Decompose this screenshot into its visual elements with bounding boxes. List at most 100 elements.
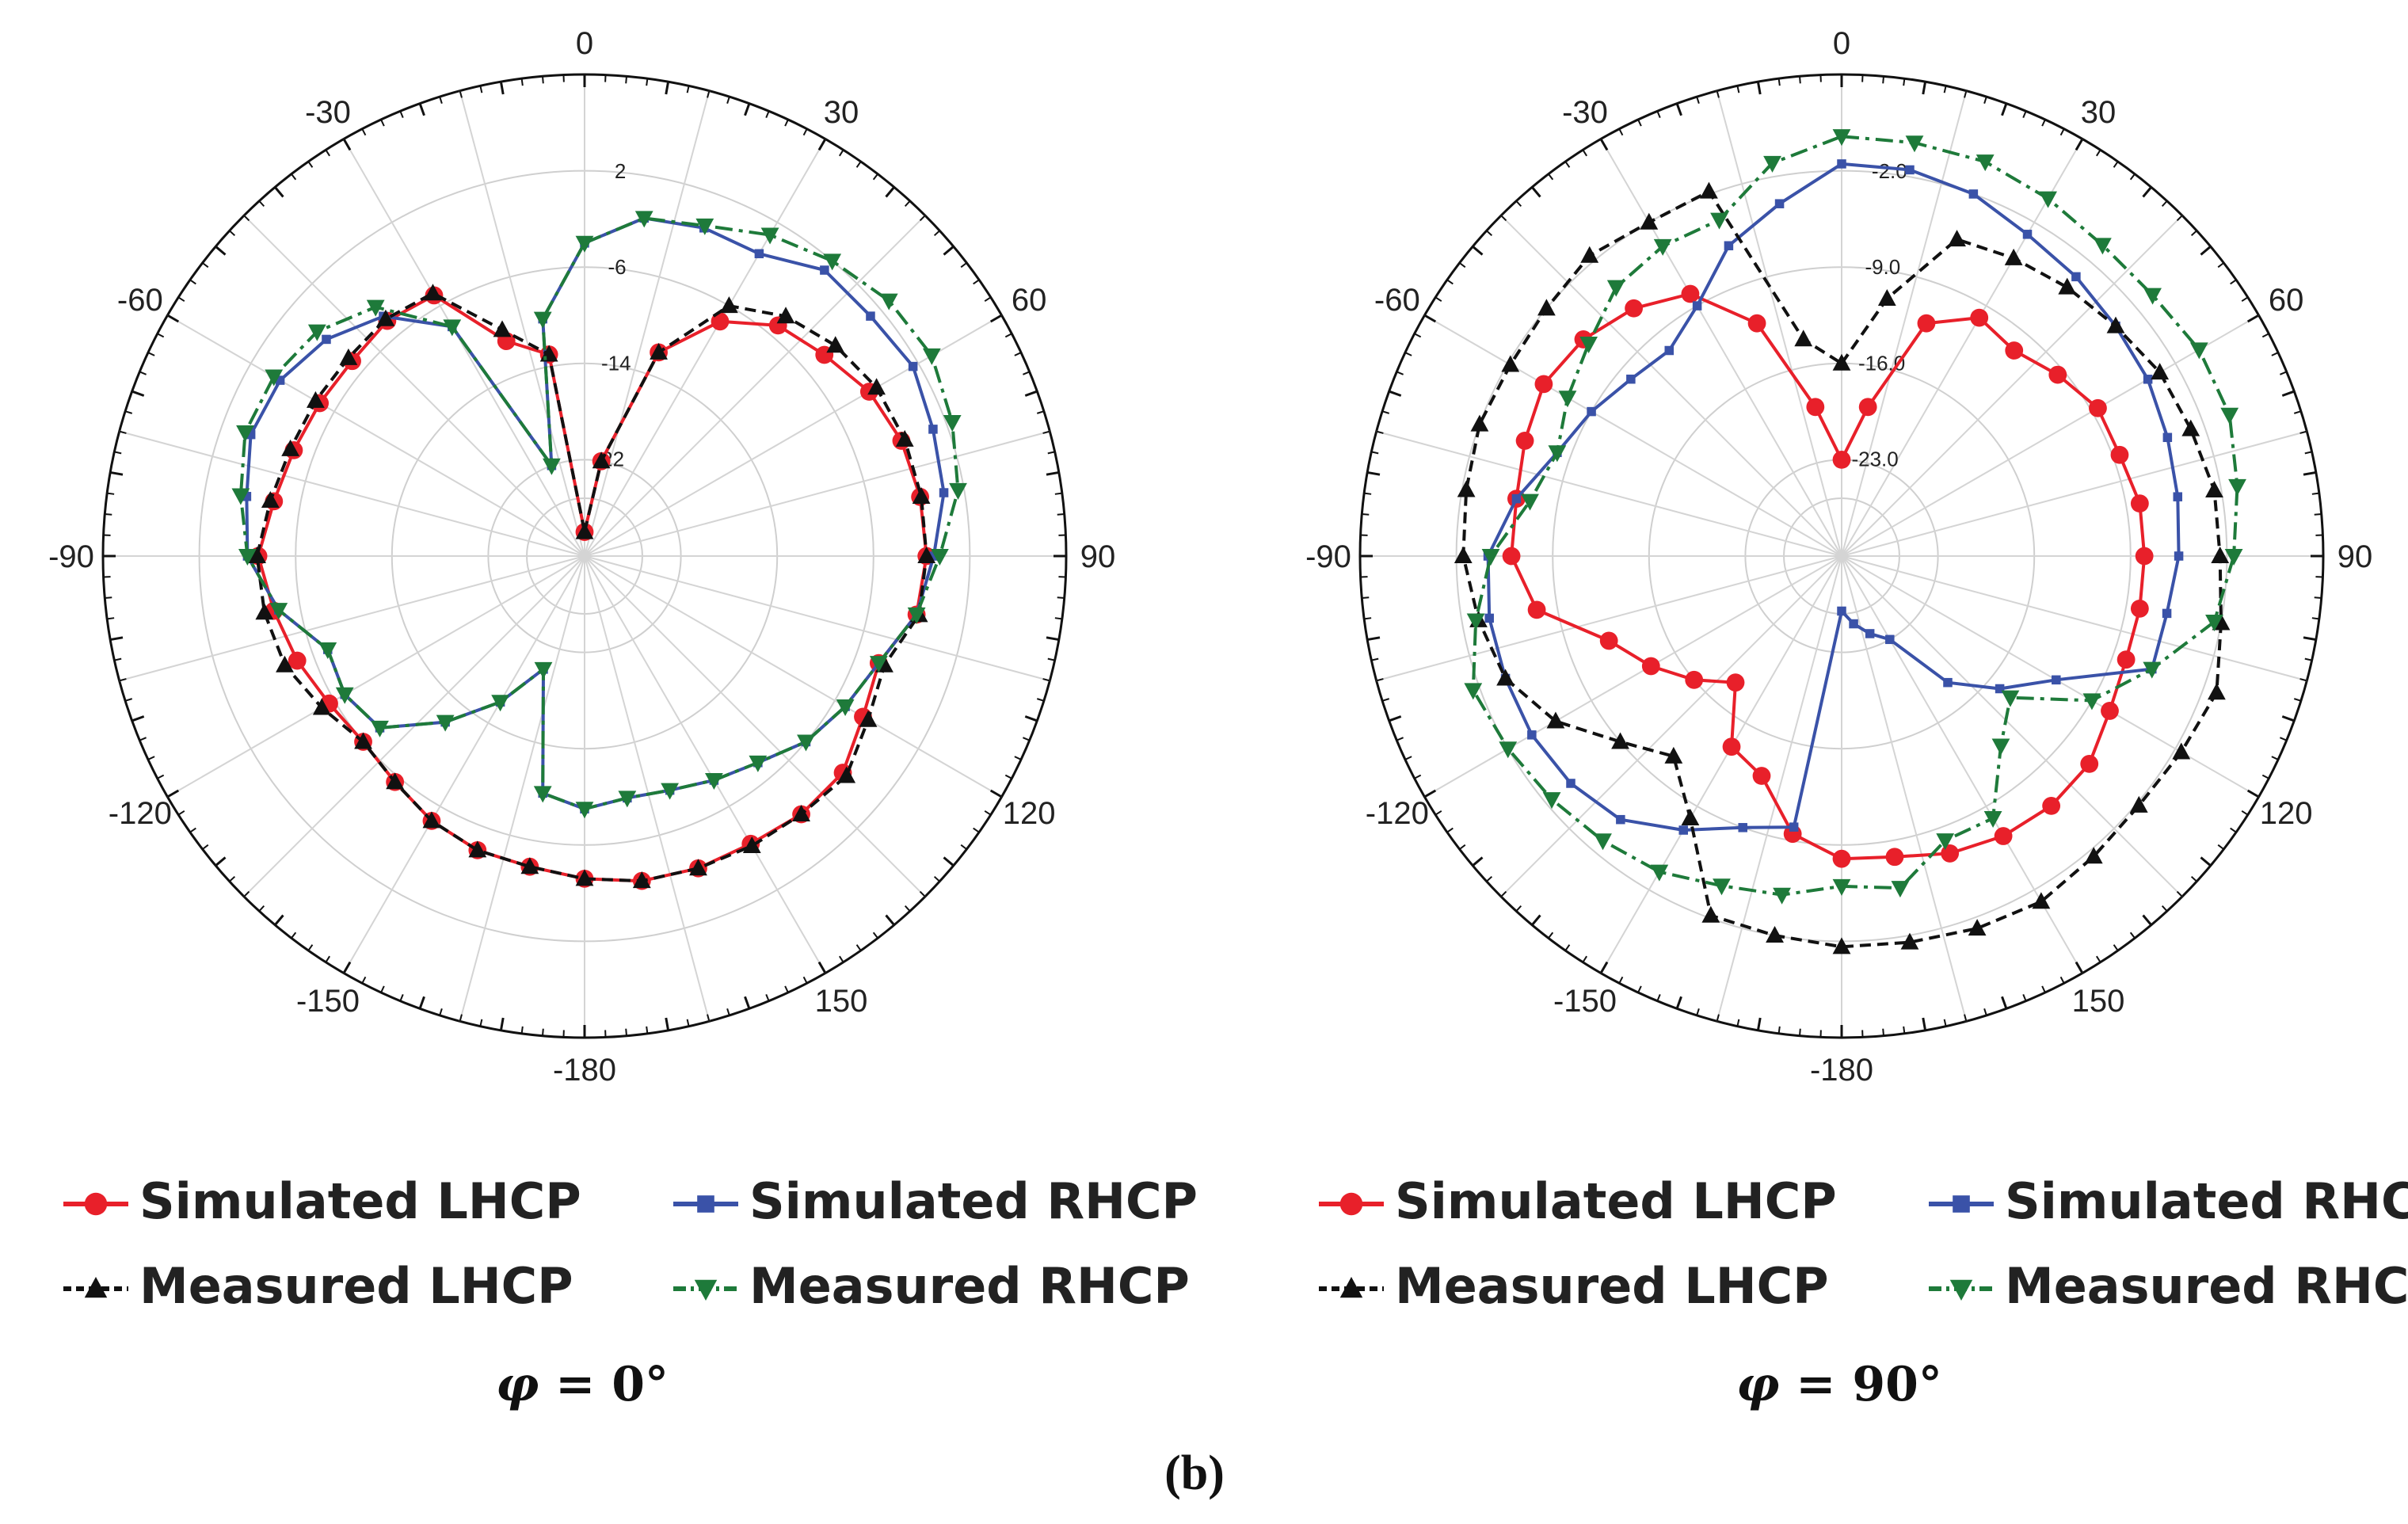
edge-tick [1756, 81, 1762, 95]
data-point [534, 661, 553, 679]
edge-tick [1036, 410, 1045, 414]
edge-tick [744, 103, 751, 116]
data-point [1837, 159, 1846, 169]
data-point [1832, 451, 1851, 469]
edge-tick [885, 914, 895, 926]
edge-tick [2304, 451, 2312, 455]
grid-spoke [1841, 430, 2307, 557]
data-point [2082, 693, 2101, 711]
legend-marker [84, 1192, 108, 1216]
edge-tick [989, 789, 1003, 798]
angle-tick-label: -120 [109, 796, 172, 831]
data-point [931, 549, 949, 566]
edge-tick [147, 352, 155, 356]
data-point [661, 783, 680, 800]
edge-tick [1366, 636, 1381, 642]
chart-title-phi-90: φ = 90° [1736, 1357, 1942, 1412]
edge-tick [1983, 96, 1987, 105]
edge-tick [1404, 352, 1412, 356]
data-point [1599, 631, 1618, 650]
data-point [533, 311, 552, 329]
edge-tick [726, 96, 730, 105]
edge-tick [2142, 914, 2152, 926]
edge-tick [1414, 774, 1422, 779]
data-point [2101, 702, 2119, 720]
edge-tick [1046, 636, 1060, 642]
data-point [1983, 810, 2002, 828]
angle-tick-label: -90 [48, 539, 94, 574]
data-point [1457, 480, 1476, 497]
data-point [1885, 634, 1895, 645]
data-point [820, 265, 829, 275]
data-point [1747, 314, 1766, 333]
edge-tick [325, 955, 331, 963]
edge-tick [855, 161, 862, 168]
data-point [1466, 613, 1485, 631]
edge-tick [726, 1008, 730, 1016]
edge-tick [418, 103, 425, 116]
angle-tick-label: -30 [305, 95, 351, 130]
grid-spoke [1841, 314, 2260, 557]
edge-tick [202, 262, 209, 269]
grid-spoke [584, 555, 1050, 682]
edge-tick [2311, 617, 2319, 620]
edge-tick [1486, 230, 1493, 237]
edge-tick [2314, 596, 2322, 599]
edge-tick [1004, 774, 1012, 779]
figure-caption: (b) [1164, 1446, 1225, 1500]
data-point [2039, 191, 2057, 208]
legend-item-meas_lhcp: Measured LHCP [63, 1257, 573, 1315]
edge-tick [686, 1019, 690, 1027]
data-point [2135, 547, 2154, 566]
data-point [575, 235, 594, 253]
edge-tick [1459, 844, 1466, 850]
edge-tick [744, 996, 751, 1009]
data-point [879, 293, 898, 311]
edge-tick [2241, 810, 2249, 816]
edge-tick [131, 715, 145, 722]
edge-tick [1696, 1008, 1700, 1016]
edge-tick [960, 262, 967, 269]
angle-tick-label: 60 [2269, 283, 2304, 318]
data-point [376, 309, 395, 326]
data-point [2058, 277, 2077, 295]
grid-spoke [584, 555, 711, 1022]
edge-tick [479, 86, 483, 93]
edge-tick [1582, 149, 1588, 157]
legend-label: Measured RHCP [749, 1257, 1190, 1315]
data-point [895, 429, 914, 447]
data-point [1806, 398, 1825, 417]
edge-tick [229, 230, 236, 237]
data-point [1534, 375, 1553, 394]
legend-item-sim_lhcp: Simulated LHCP [63, 1172, 581, 1230]
phi-symbol: φ [1736, 1357, 1779, 1412]
edge-tick [973, 827, 980, 833]
edge-tick [904, 905, 911, 912]
edge-tick [1459, 262, 1466, 269]
edge-tick [784, 985, 789, 993]
data-point [1558, 391, 1577, 408]
edge-tick [1396, 737, 1404, 741]
data-point [1773, 887, 1791, 905]
polar-chart-phi-0: 0 30 60 90 120 150 -180 -150 -120 -90 -60 -30 2 -6 -14… [48, 26, 1115, 1088]
angle-tick-label: 120 [2260, 796, 2313, 831]
data-point [1968, 919, 1987, 936]
data-point [339, 348, 358, 365]
grid-spoke [459, 90, 585, 557]
edge-tick [1435, 810, 1442, 816]
data-point [1470, 414, 1489, 432]
grid-spoke [1841, 555, 2260, 798]
chart-title-phi-0: φ = 0° [496, 1357, 669, 1412]
edge-tick [989, 314, 1003, 323]
series-line-meas_rhcp [238, 216, 960, 811]
data-point [2162, 432, 2173, 443]
phi-value: = 0° [539, 1357, 669, 1412]
edge-tick [2271, 756, 2279, 760]
angle-tick-label: -60 [1374, 283, 1420, 318]
data-point [2048, 365, 2067, 384]
angle-tick-label: 90 [1080, 539, 1116, 574]
data-point [1616, 814, 1625, 825]
edge-tick [1057, 513, 1065, 516]
edge-tick [904, 200, 911, 208]
edge-tick [1036, 698, 1045, 702]
